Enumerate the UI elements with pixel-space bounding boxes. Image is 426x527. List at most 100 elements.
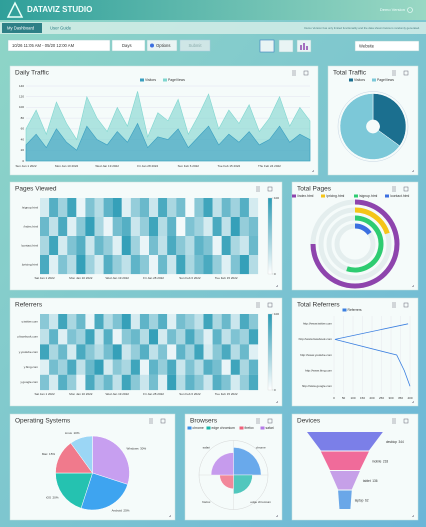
help-icon[interactable] — [407, 7, 413, 13]
heat-cell — [221, 255, 231, 275]
y-tick-label: http://www.youtube.com — [300, 353, 332, 357]
heat-cell — [221, 236, 231, 256]
expand-icon — [403, 418, 409, 424]
submit[interactable]: Submit — [188, 43, 202, 48]
heat-cell — [139, 314, 150, 330]
heat-cell — [176, 329, 186, 345]
heat-cell — [40, 374, 50, 391]
heat-cell — [139, 255, 150, 275]
heat-cell — [67, 359, 77, 375]
heat-cell — [176, 314, 186, 330]
menu-icon — [256, 418, 260, 424]
heat-cell — [194, 217, 204, 237]
panel-title: Total Pages — [297, 186, 332, 193]
area — [25, 122, 311, 162]
funnel-segment — [306, 432, 383, 451]
heat-cell — [49, 198, 59, 218]
heat-cell — [58, 198, 68, 218]
heat-cell — [221, 374, 231, 391]
heat-cell — [76, 236, 86, 256]
resize-icon — [411, 169, 415, 173]
interval-select[interactable] — [111, 39, 146, 52]
heat-cell — [49, 374, 59, 391]
tab-label[interactable]: User Guide — [50, 26, 72, 31]
radial-bar — [346, 215, 384, 273]
interval[interactable]: Days — [122, 43, 132, 48]
legend-label: chrome — [193, 426, 204, 430]
heat-cell — [248, 198, 259, 218]
sector — [233, 474, 253, 495]
heat-cell — [158, 198, 168, 218]
y-tick-label: http://www.bing.com — [305, 368, 332, 372]
legend-swatch — [206, 426, 211, 430]
heat-cell — [185, 329, 195, 345]
heat-cell — [158, 255, 168, 275]
site-input[interactable] — [354, 40, 420, 52]
y-tick-label: 20 — [21, 148, 25, 152]
y-tick-label: y.bing.com — [24, 365, 39, 369]
heat-cell — [248, 255, 259, 275]
heat-cell — [185, 217, 195, 237]
heat-cell — [239, 344, 250, 360]
color-tick-label: 0 — [274, 272, 276, 276]
heat-cell — [130, 344, 141, 360]
heat-cell — [130, 217, 141, 237]
heat-cell — [49, 236, 59, 256]
heat-cell — [58, 374, 68, 391]
heat-cell — [149, 198, 159, 218]
tab-label[interactable]: My Dashboard — [7, 26, 35, 31]
heat-cell — [158, 359, 168, 375]
heat-cell — [49, 314, 59, 330]
heat-cell — [185, 374, 195, 391]
legend-swatch — [354, 194, 358, 198]
spoke-label: firefox — [202, 500, 211, 504]
heat-cell — [194, 359, 204, 375]
x-tick-label: Mon Jan 10 2022 — [69, 276, 93, 280]
heat-cell — [112, 198, 122, 218]
funnel-value: 62 — [365, 498, 369, 502]
heat-cell — [167, 314, 177, 330]
heat-cell — [94, 217, 104, 237]
heat-cell — [112, 359, 122, 375]
heat-cell — [76, 198, 86, 218]
heat-cell — [121, 255, 131, 275]
options[interactable]: Options — [156, 43, 170, 48]
slice — [339, 93, 401, 160]
submit-button[interactable] — [179, 39, 211, 52]
radial-bar — [310, 199, 400, 289]
legend-swatch — [187, 426, 192, 430]
y-tick-label: y.youtube.com — [19, 350, 39, 354]
y-tick-label: 80 — [21, 116, 25, 120]
view-button[interactable] — [259, 39, 275, 53]
heat-cell — [85, 217, 95, 237]
slice — [70, 435, 93, 474]
slice-name: Linux — [65, 431, 73, 435]
heat-cell — [40, 359, 50, 375]
heat-cell — [167, 359, 177, 375]
legend-label: Referrers — [348, 308, 362, 312]
heat-cell — [221, 217, 231, 237]
heat-cell — [58, 359, 68, 375]
heat-cell — [58, 329, 68, 345]
slice-value: 30% — [140, 446, 146, 450]
options-button[interactable] — [146, 39, 178, 52]
tab-bar — [0, 22, 426, 34]
heat-cell — [103, 374, 113, 391]
heat-cell — [239, 236, 250, 256]
tab-active[interactable] — [2, 23, 42, 33]
funnel-name: tablet — [363, 479, 371, 483]
x-tick-label: Sun Feb 6 2022 — [179, 392, 201, 396]
heat-cell — [67, 344, 77, 360]
slice-label: Android 25% — [112, 508, 130, 512]
legend-label: Visitors — [145, 78, 156, 82]
date-range[interactable]: 10/26 11:05 AM - 05/20 12:00 AM — [12, 43, 75, 48]
funnel-value: 218 — [383, 459, 389, 463]
date-range-input[interactable] — [7, 39, 111, 52]
heat-cell — [158, 217, 168, 237]
view-button[interactable] — [278, 39, 294, 53]
site[interactable]: Website — [359, 43, 375, 48]
y-tick-label: y.twitter.com — [22, 319, 39, 323]
expand-icon — [403, 302, 409, 308]
heat-cell — [58, 314, 68, 330]
demo-version[interactable]: Demo Version — [380, 7, 405, 12]
